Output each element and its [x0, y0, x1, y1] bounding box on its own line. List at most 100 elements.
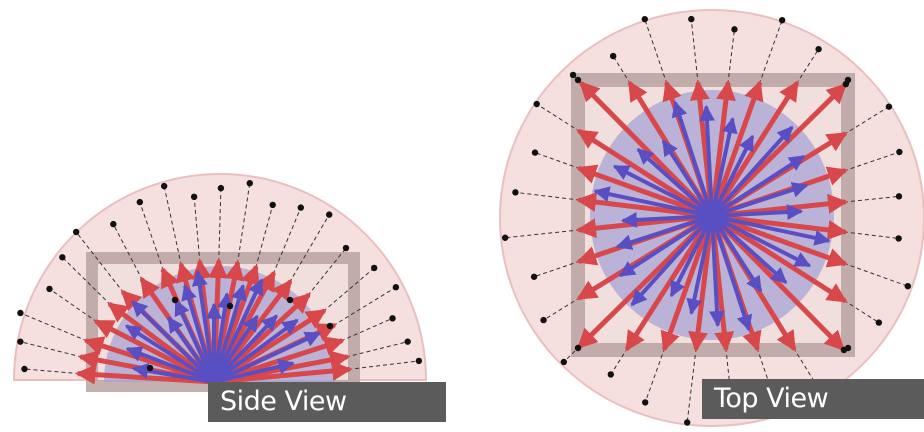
side-inner-point — [226, 302, 234, 310]
top-dashed-line — [843, 151, 900, 172]
side-dashed-line — [289, 214, 330, 283]
side-dashed-line — [61, 256, 111, 306]
top-dashed-line — [727, 29, 735, 85]
top-dashed-line — [533, 260, 581, 278]
side-blue-arrow — [212, 283, 247, 384]
top-dashed-line — [534, 152, 581, 170]
top-sample-point — [875, 319, 883, 326]
top-sample-point — [642, 399, 649, 406]
side-blue-arrow — [167, 316, 216, 384]
side-blue-arrow — [212, 314, 259, 384]
top-blue-arrow — [686, 214, 714, 315]
top-blue-arrow — [710, 214, 762, 293]
side-dashed-lines — [20, 183, 419, 375]
side-sample-point — [136, 198, 144, 206]
side-sample-point — [21, 365, 28, 373]
top-blue-arrow — [708, 214, 725, 328]
top-dashed-line — [843, 231, 899, 239]
top-blue-arrow — [630, 214, 714, 307]
top-blue-arrow — [615, 214, 714, 250]
side-dashed-line — [20, 341, 83, 358]
side-red-arrow — [211, 360, 353, 385]
side-dashed-line — [272, 207, 302, 275]
side-sample-point — [370, 264, 378, 272]
side-blue-arrow — [132, 363, 216, 384]
top-dashed-line — [536, 103, 581, 133]
top-red-arrow — [576, 129, 715, 219]
side-sample-point — [325, 211, 333, 218]
side-dashed-line — [340, 317, 393, 342]
side-sample-point — [297, 204, 304, 211]
top-red-arrow — [660, 213, 715, 352]
side-dashed-line — [20, 312, 88, 342]
top-sample-point — [896, 148, 903, 156]
top-sample-point — [501, 234, 509, 241]
side-sample-point — [342, 244, 350, 252]
top-blue-arrow — [710, 214, 788, 284]
top-sample-point — [560, 358, 568, 366]
top-red-arrow — [625, 213, 715, 352]
top-sample-point — [530, 273, 538, 280]
side-blue-arrow — [212, 292, 233, 384]
top-view-label: Top View — [702, 379, 924, 419]
side-blue-arrow — [212, 358, 295, 384]
top-view-diagram — [499, 9, 924, 427]
top-sample-point — [778, 16, 786, 24]
side-dashed-line — [75, 231, 125, 294]
top-corner-point — [844, 344, 852, 352]
side-sample-point — [17, 309, 24, 317]
side-sample-point — [46, 285, 53, 293]
top-dashed-line — [686, 347, 697, 423]
top-dashed-line — [505, 229, 581, 239]
top-blue-arrow — [710, 214, 812, 268]
top-sample-point — [609, 52, 617, 60]
top-blue-arrow — [710, 134, 754, 218]
top-dashed-line — [843, 106, 890, 135]
side-blue-arrow — [212, 331, 322, 384]
side-view-label: Side View — [208, 382, 446, 422]
top-red-arrow — [709, 80, 764, 219]
side-blue-arrow — [212, 319, 299, 384]
top-dashed-line — [644, 19, 668, 85]
top-dashed-line — [515, 191, 581, 201]
top-sample-point — [815, 45, 822, 53]
side-sample-point — [404, 338, 411, 345]
side-dashed-line — [49, 288, 98, 323]
top-blue-arrow — [699, 104, 716, 218]
side-sample-points — [17, 179, 423, 373]
top-blue-arrow — [612, 164, 714, 218]
top-dashed-line — [690, 19, 699, 85]
top-dashed-line — [610, 347, 629, 375]
side-blue-arrow — [191, 269, 216, 384]
side-sample-point — [246, 179, 253, 187]
top-blue-arrow — [710, 125, 794, 218]
top-sample-point — [683, 419, 691, 426]
top-blue-arrow — [618, 214, 714, 277]
top-dashed-line — [843, 195, 900, 203]
side-blue-arrow — [174, 299, 216, 384]
side-dashed-line — [332, 286, 397, 327]
top-sample-point — [540, 316, 547, 324]
top-blue-arrow — [710, 182, 809, 218]
top-red-arrow — [709, 213, 848, 268]
side-red-arrow — [93, 319, 217, 385]
top-sample-point — [895, 235, 902, 242]
side-dashed-line — [307, 247, 347, 296]
top-dashed-line — [543, 297, 581, 321]
top-blue-arrow — [593, 186, 714, 218]
side-dashed-line — [345, 341, 408, 358]
top-sample-point — [607, 371, 614, 378]
side-sample-point — [160, 182, 168, 190]
top-sample-point — [895, 193, 903, 200]
top-dashed-line — [612, 55, 631, 85]
top-blue-arrow — [710, 117, 738, 218]
top-sample-point — [731, 26, 738, 33]
side-sample-point — [415, 357, 423, 365]
top-sample-point — [569, 71, 577, 79]
side-blue-arrow — [125, 346, 216, 384]
top-sample-point — [512, 189, 519, 196]
side-blue-arrow — [212, 314, 278, 384]
top-sample-point — [688, 15, 695, 23]
side-view-diagram — [12, 173, 428, 392]
